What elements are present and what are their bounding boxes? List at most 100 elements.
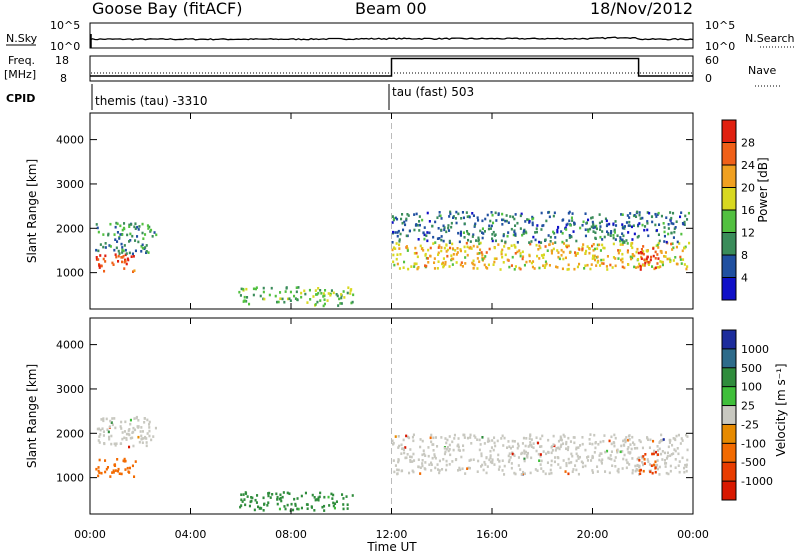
power-cell: [661, 263, 664, 267]
power-cell: [605, 219, 608, 223]
velocity-cell: [610, 457, 613, 461]
power-cell: [457, 212, 460, 216]
power-cell: [619, 249, 622, 252]
power-cell: [665, 216, 668, 220]
power-cell: [528, 254, 531, 258]
power-cell: [560, 254, 563, 257]
velocity-cell: [507, 454, 510, 458]
velocity-cell: [406, 453, 409, 456]
velocity-data-group: [95, 318, 689, 514]
velocity-cell: [332, 493, 335, 497]
power-cell: [398, 243, 401, 247]
power-cell: [549, 240, 552, 243]
power-cell: [660, 214, 663, 218]
velocity-cell: [317, 496, 320, 500]
velocity-cell: [409, 460, 412, 464]
power-cell: [591, 220, 594, 224]
power-cell: [514, 232, 517, 236]
velocity-cell: [578, 455, 581, 459]
velocity-cell: [649, 470, 652, 474]
power-cell: [395, 257, 398, 261]
power-cell: [514, 224, 517, 228]
power-cell: [95, 223, 98, 226]
velocity-cell: [473, 434, 476, 438]
velocity-cell: [607, 456, 610, 460]
power-cell: [134, 222, 137, 226]
power-cell: [543, 266, 546, 270]
power-cell: [330, 289, 333, 292]
power-cell: [551, 242, 554, 245]
power-cell: [613, 228, 616, 232]
power-cell: [598, 213, 601, 216]
velocity-cell: [109, 419, 112, 423]
power-cell: [601, 238, 604, 241]
velocity-cell: [306, 507, 309, 511]
power-cell: [326, 299, 329, 302]
velocity-colorbar-tick-label: 100: [741, 381, 762, 394]
velocity-cell: [97, 466, 100, 469]
power-cell: [238, 290, 241, 294]
power-cell: [555, 265, 558, 269]
power-cell: [415, 251, 418, 255]
power-cell: [584, 264, 587, 268]
velocity-cell: [429, 436, 432, 440]
velocity-cell: [470, 442, 473, 445]
velocity-cell: [404, 456, 407, 460]
velocity-cell: [600, 462, 603, 465]
power-cell: [463, 222, 466, 226]
velocity-cell: [434, 466, 437, 470]
noise-left-tick-bottom: 10^0: [50, 40, 80, 53]
power-cell: [416, 267, 419, 271]
power-cell: [144, 233, 147, 236]
velocity-cell: [434, 436, 437, 439]
velocity-cell: [98, 471, 101, 475]
power-cell: [626, 250, 629, 254]
velocity-cell: [315, 498, 318, 501]
power-cell: [669, 260, 672, 264]
velocity-cell: [257, 505, 260, 509]
power-cell: [420, 247, 423, 251]
velocity-cell: [438, 459, 441, 463]
power-cell: [646, 222, 649, 225]
power-cell: [289, 299, 292, 303]
velocity-cell: [647, 460, 650, 464]
velocity-cell: [391, 439, 394, 443]
power-cell: [440, 246, 443, 249]
velocity-cell: [126, 466, 129, 470]
velocity-cell: [669, 469, 672, 473]
power-cell: [518, 249, 521, 252]
velocity-cell: [548, 472, 551, 476]
power-cell: [531, 221, 534, 225]
power-cell: [644, 261, 647, 265]
velocity-cell: [530, 456, 533, 460]
power-cell: [544, 260, 547, 264]
velocity-cell: [445, 441, 448, 445]
velocity-cell: [536, 469, 539, 473]
power-cell: [134, 249, 137, 253]
power-cell: [438, 237, 441, 240]
power-colorbar-tick-label: 20: [741, 182, 755, 195]
velocity-cell: [625, 466, 628, 470]
velocity-cell: [485, 456, 488, 460]
velocity-panel-frame: [89, 317, 694, 515]
velocity-cell: [540, 459, 543, 463]
power-cell: [568, 236, 571, 239]
velocity-cell: [251, 496, 254, 500]
power-cell: [123, 222, 126, 225]
velocity-cell: [624, 440, 627, 444]
power-cell: [509, 215, 512, 218]
power-cell: [283, 300, 286, 304]
power-cell: [243, 295, 246, 299]
power-cell: [619, 236, 622, 239]
power-cell: [564, 226, 567, 230]
power-cell: [645, 260, 648, 263]
power-cell: [288, 297, 291, 301]
velocity-cell: [106, 466, 109, 469]
power-cell: [676, 262, 679, 266]
beam-title: Beam 00: [355, 0, 427, 18]
power-cell: [414, 246, 417, 250]
velocity-cell: [421, 439, 424, 443]
velocity-cell: [660, 433, 663, 437]
power-cell: [466, 245, 469, 249]
velocity-cell: [433, 455, 436, 458]
